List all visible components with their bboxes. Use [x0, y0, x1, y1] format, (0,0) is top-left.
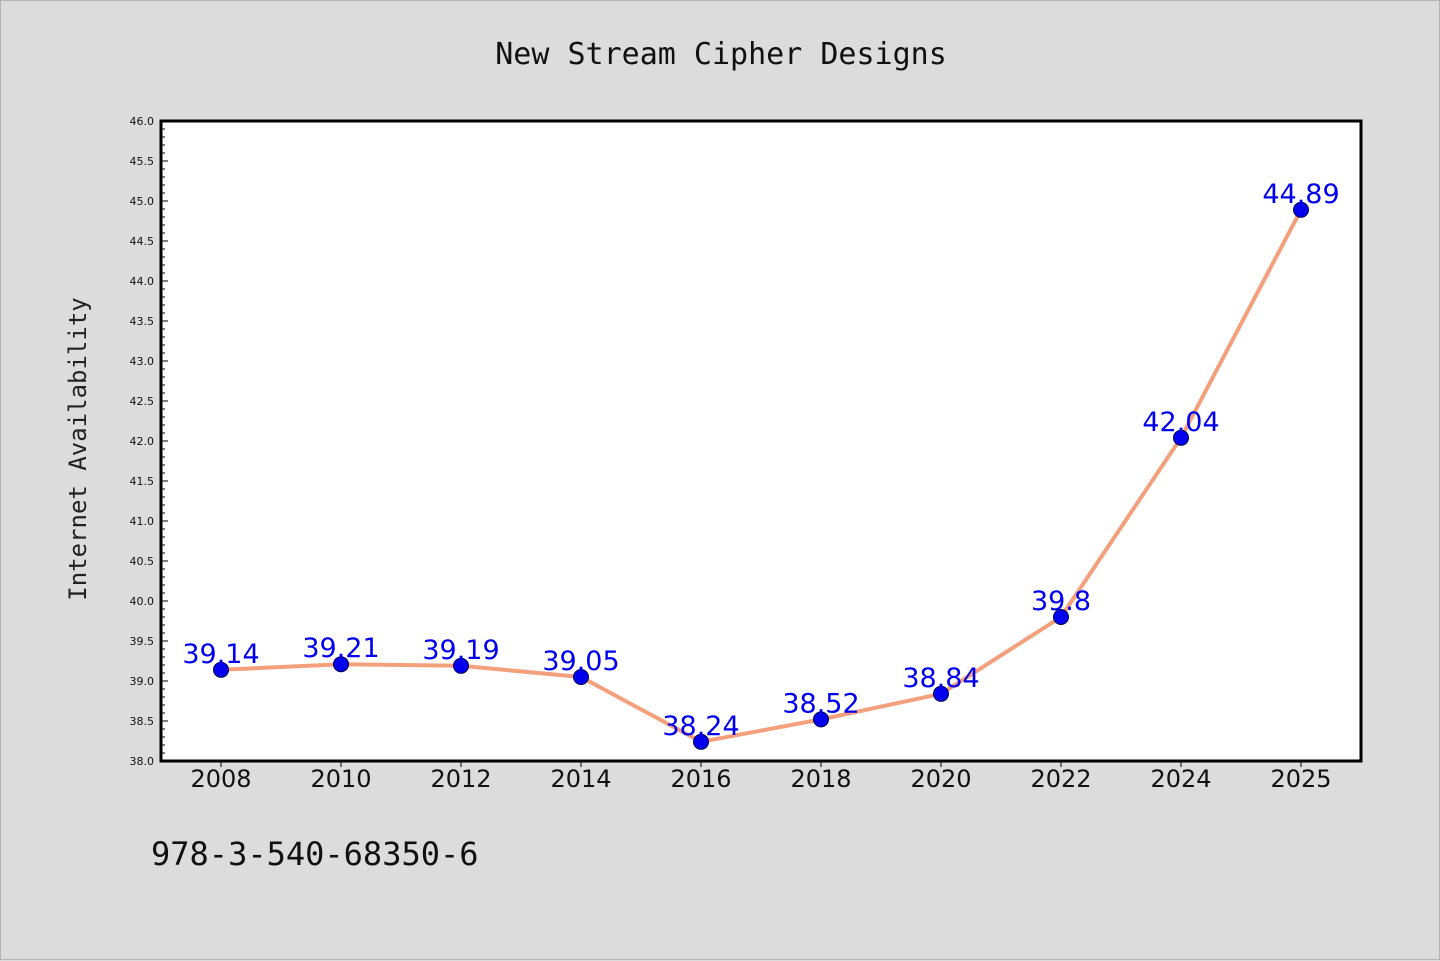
- data-point: [1053, 609, 1069, 625]
- data-label: 44.89: [1262, 179, 1339, 210]
- y-tick-label: 45.0: [130, 195, 155, 208]
- y-tick-label: 41.0: [130, 515, 155, 528]
- chart-title: New Stream Cipher Designs: [495, 37, 947, 72]
- x-tick-label: 2008: [190, 765, 251, 793]
- series-line: [219, 207, 1303, 744]
- x-tick-label: 2010: [310, 765, 371, 793]
- data-point: [1293, 201, 1309, 218]
- x-tick-label: 2012: [430, 765, 491, 793]
- y-tick-label: 39.0: [130, 675, 155, 688]
- data-point: [453, 657, 469, 674]
- data-label: 39.19: [422, 635, 499, 666]
- data-point: [813, 711, 829, 728]
- data-label: 38.52: [782, 688, 859, 719]
- x-axis: 2008 2010 2012 2014 2016 2018 2020 2022 2024 2025: [190, 761, 1332, 793]
- data-label: 39.8: [1031, 586, 1091, 617]
- data-label: 39.14: [182, 639, 259, 670]
- x-tick-label: 2016: [670, 765, 731, 793]
- data-point: [213, 661, 229, 678]
- data-label: 39.05: [542, 646, 619, 677]
- x-tick-label: 2014: [550, 765, 611, 793]
- data-point: [1173, 429, 1189, 446]
- y-tick-label: 44.5: [130, 235, 155, 248]
- data-point: [573, 669, 589, 685]
- y-axis: 38.0 38.5 39.0 39.5 40.0 40.5 41.0 41.5 42.0 42.5…: [130, 115, 168, 768]
- x-tick-label: 2024: [1150, 765, 1211, 793]
- data-labels: 39.14 39.21 39.19 39.05 38.24 38.52 38.84 39.8 4…: [182, 179, 1339, 742]
- y-tick-label: 41.5: [130, 475, 155, 488]
- x-tick-label: 2018: [790, 765, 851, 793]
- data-label: 38.84: [902, 663, 979, 694]
- data-point: [693, 733, 709, 750]
- plot-area: [161, 121, 1361, 761]
- y-tick-label: 42.0: [130, 435, 155, 448]
- y-tick-label: 40.0: [130, 595, 155, 608]
- data-label: 39.21: [302, 633, 379, 664]
- y-tick-label: 39.5: [130, 635, 155, 648]
- y-tick-label: 44.0: [130, 275, 155, 288]
- y-tick-label: 43.5: [130, 315, 155, 328]
- data-series: [213, 201, 1309, 750]
- x-tick-label: 2022: [1030, 765, 1091, 793]
- y-tick-label: 42.5: [130, 395, 155, 408]
- y-tick-label: 38.5: [130, 715, 155, 728]
- x-tick-label: 2025: [1270, 765, 1331, 793]
- footer-id-text: 978-3-540-68350-6: [151, 835, 479, 873]
- x-tick-label: 2020: [910, 765, 971, 793]
- y-tick-label: 45.5: [130, 155, 155, 168]
- data-label: 42.04: [1142, 407, 1219, 438]
- y-tick-label: 40.5: [130, 555, 155, 568]
- data-point: [333, 656, 349, 673]
- y-tick-label: 38.0: [130, 755, 155, 768]
- data-label: 38.24: [662, 711, 739, 742]
- plot-frame: [159, 119, 1363, 763]
- y-tick-label: 46.0: [130, 115, 155, 128]
- y-axis-label: Internet Availability: [64, 297, 92, 600]
- y-tick-label: 43.0: [130, 355, 155, 368]
- data-point: [933, 685, 949, 702]
